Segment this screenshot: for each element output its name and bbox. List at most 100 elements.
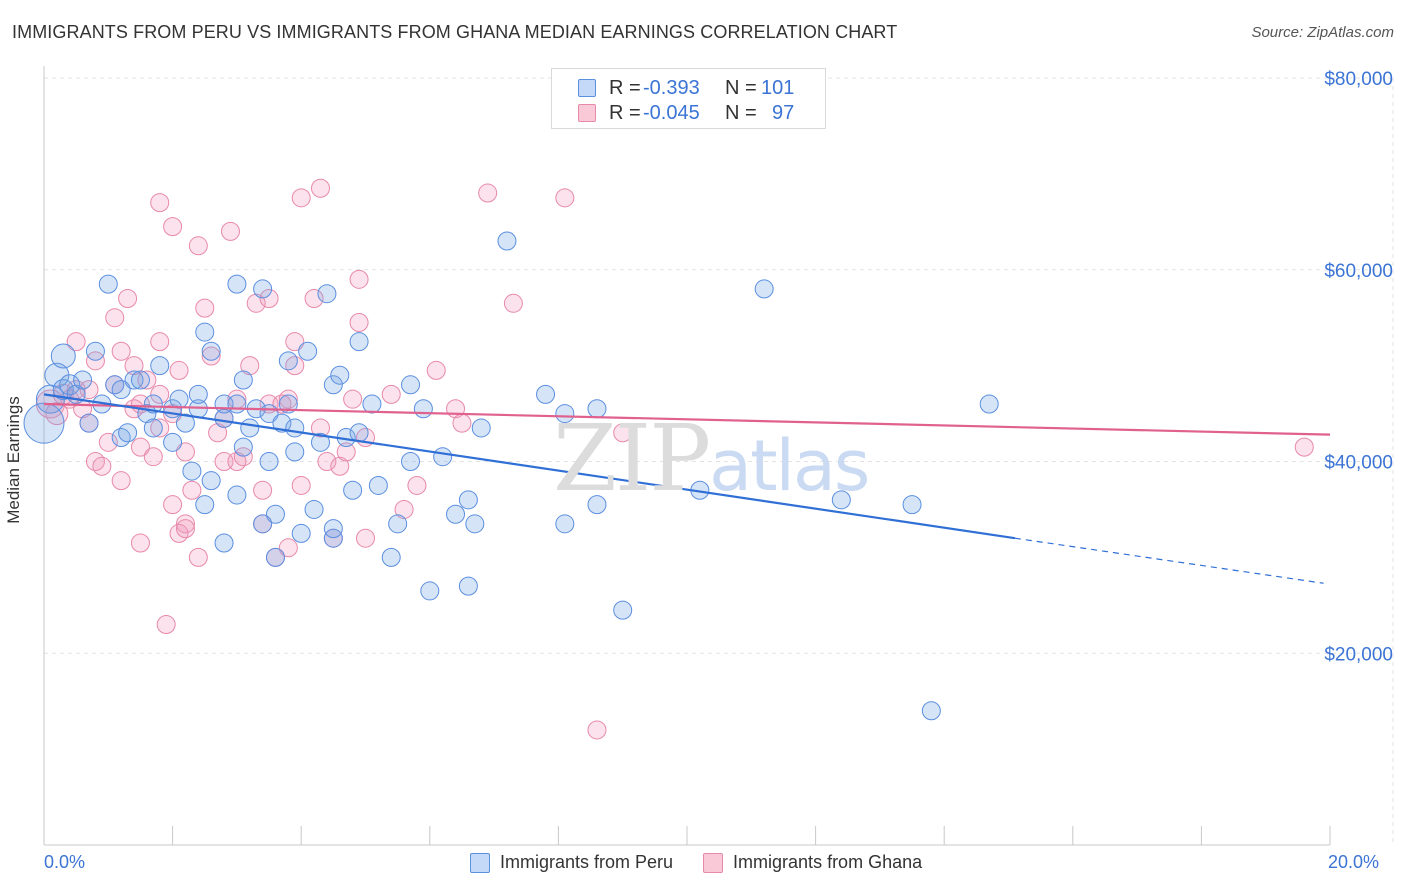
ghana-point <box>175 519 195 539</box>
peru-point <box>143 394 163 414</box>
peru-point <box>555 404 575 424</box>
ghana-point <box>233 447 253 467</box>
x-tick-label-min: 0.0% <box>44 852 86 872</box>
peru-point <box>278 351 298 371</box>
ghana-point <box>310 418 330 438</box>
ghana-point <box>343 389 363 409</box>
peru-point <box>979 394 999 414</box>
peru-point <box>555 514 575 534</box>
peru-point <box>118 423 138 443</box>
y-tick-label: $40,000 <box>1324 453 1393 474</box>
peru-point <box>613 600 633 620</box>
ghana-trend-line <box>43 402 1331 436</box>
series-legend: Immigrants from Peru Immigrants from Gha… <box>470 852 952 873</box>
peru-point <box>349 332 369 352</box>
peru-point <box>214 533 234 553</box>
peru-point <box>420 581 440 601</box>
series-legend-label-ghana: Immigrants from Ghana <box>733 852 923 872</box>
peru-point <box>317 284 337 304</box>
peru-point <box>124 370 144 390</box>
ghana-point <box>118 289 138 309</box>
peru-point <box>98 274 118 294</box>
peru-point <box>446 504 466 524</box>
series-legend-ghana[interactable]: Immigrants from Ghana <box>703 852 922 873</box>
ghana-point <box>150 384 170 404</box>
peru-point <box>253 279 273 299</box>
peru-point <box>73 370 93 390</box>
watermark: ZIPatlas <box>553 405 870 512</box>
peru-point <box>195 495 215 515</box>
peru-point <box>50 343 76 369</box>
ghana-point <box>336 442 356 462</box>
peru-point <box>401 452 421 471</box>
ghana-point <box>1294 437 1314 457</box>
legend-swatch-peru <box>578 79 596 97</box>
ghana-point <box>394 499 414 519</box>
peru-point <box>458 490 478 510</box>
legend-r-label: R = <box>609 101 641 124</box>
peru-point <box>298 341 318 361</box>
series-swatch-peru <box>470 852 490 873</box>
peru-point <box>343 480 363 500</box>
peru-point <box>291 523 311 543</box>
ghana-point <box>143 447 163 467</box>
ghana-point <box>150 332 170 352</box>
peru-point <box>465 514 485 534</box>
peru-point <box>401 375 421 395</box>
ghana-point <box>253 480 273 500</box>
peru-point <box>388 514 408 534</box>
ghana-point <box>330 456 350 476</box>
peru-point <box>497 231 517 251</box>
x-tick-label-max: 20.0% <box>1328 852 1380 872</box>
legend-n-label: N = <box>725 101 757 124</box>
peru-point <box>362 394 382 414</box>
peru-point <box>175 413 195 433</box>
legend-r-value-ghana: -0.045 <box>643 101 700 124</box>
ghana-point <box>452 413 472 433</box>
ghana-point <box>317 452 337 471</box>
series-swatch-ghana <box>703 852 724 873</box>
peru-trend-extension <box>1014 537 1324 584</box>
series-legend-peru[interactable]: Immigrants from Peru <box>470 852 673 873</box>
ghana-point <box>111 471 131 491</box>
ghana-point <box>201 346 221 366</box>
peru-point <box>227 274 247 294</box>
peru-point <box>458 576 478 596</box>
peru-point <box>368 475 388 495</box>
ghana-point <box>478 183 498 203</box>
peru-point <box>323 519 343 539</box>
ghana-point <box>291 475 311 495</box>
ghana-point <box>175 442 195 462</box>
ghana-point <box>503 293 523 313</box>
peru-point <box>169 389 189 409</box>
ghana-point <box>85 351 105 371</box>
series-legend-label-peru: Immigrants from Peru <box>500 852 674 872</box>
ghana-point <box>246 293 266 313</box>
peru-point <box>143 418 163 438</box>
peru-point <box>85 341 105 361</box>
peru-point <box>285 418 305 438</box>
legend-n-value-peru: 101 <box>761 76 795 99</box>
ghana-point <box>150 193 170 213</box>
peru-point <box>304 499 324 519</box>
ghana-point <box>349 312 369 332</box>
ghana-point <box>310 178 330 198</box>
ghana-point <box>259 289 279 309</box>
ghana-point <box>156 614 176 634</box>
peru-point <box>182 461 202 481</box>
ghana-point <box>240 356 260 376</box>
ghana-point <box>130 437 150 457</box>
peru-point <box>163 432 183 452</box>
chart-source: Source: ZipAtlas.com <box>1251 24 1394 41</box>
peru-point <box>195 322 215 342</box>
ghana-point <box>407 475 427 495</box>
ghana-point <box>356 528 375 548</box>
peru-point <box>265 547 285 567</box>
peru-point <box>227 394 247 414</box>
legend-r-value-peru: -0.393 <box>643 76 700 99</box>
watermark-zip: ZIP <box>553 405 711 512</box>
peru-point <box>233 370 253 390</box>
legend-row-ghana: R = -0.045 N = 97 <box>578 102 794 124</box>
peru-point <box>240 418 260 438</box>
